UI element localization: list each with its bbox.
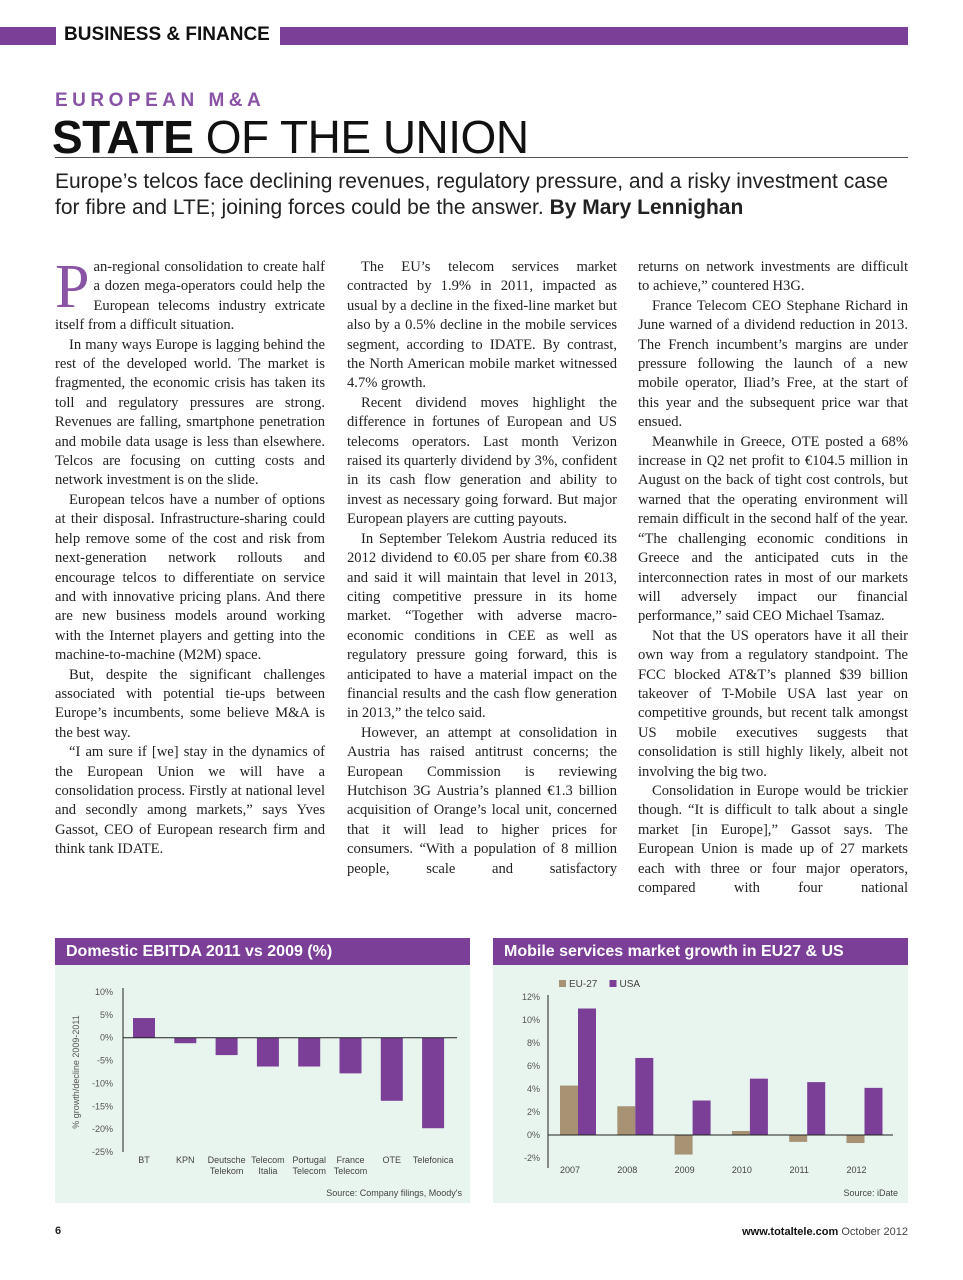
y-tick-label: -20% — [92, 1124, 113, 1134]
paragraph: returns on network investments are diffi… — [638, 259, 908, 295]
bar-eu-27-2010 — [731, 1130, 750, 1135]
bar-eu-27-2007 — [560, 1085, 578, 1135]
footer-credit: www.totaltele.com October 2012 — [742, 1226, 908, 1238]
chart-title: Mobile services market growth in EU27 & … — [493, 938, 908, 965]
title-rest: OF THE UNION — [193, 111, 529, 163]
y-tick-label: 5% — [100, 1010, 113, 1020]
chart-source: Source: iDate — [843, 1188, 898, 1198]
kicker: EUROPEAN M&A — [55, 90, 266, 111]
x-tick-label: 2009 — [675, 1165, 695, 1175]
bar-portugal-telecom — [298, 1037, 321, 1067]
y-tick-label: 10% — [95, 987, 113, 997]
page-title: STATE OF THE UNION — [52, 112, 529, 162]
x-tick-label: Telecom — [292, 1166, 326, 1176]
chart-title: Domestic EBITDA 2011 vs 2009 (%) — [55, 938, 470, 965]
y-tick-label: 0% — [527, 1130, 540, 1140]
paragraph: Not that the US operators have it all th… — [638, 627, 908, 780]
legend-swatch-eu-27 — [559, 980, 566, 987]
byline: By Mary Lennighan — [549, 196, 744, 219]
ebitda-chart: Domestic EBITDA 2011 vs 2009 (%) 10% 5% 0%… — [55, 938, 470, 1203]
y-axis-label: % growth/decline 2009-2011 — [71, 1015, 81, 1128]
x-tick-label: Telecom — [251, 1155, 285, 1165]
title-bold: STATE — [52, 111, 194, 163]
x-tick-label: 2012 — [846, 1165, 866, 1175]
bar-bt — [133, 1018, 155, 1038]
paragraph: Consolidation in Europe would be trickie… — [638, 782, 908, 896]
paragraph: “I am sure if [we] stay in the dynamics … — [55, 744, 325, 858]
bar-eu-27-2011 — [789, 1135, 808, 1142]
website: www.totaltele.com — [742, 1226, 839, 1238]
y-tick-label: 4% — [527, 1084, 540, 1094]
x-tick-label: Italia — [258, 1166, 277, 1176]
mobile-growth-chart: Mobile services market growth in EU27 & … — [493, 938, 908, 1203]
bar-usa-2008 — [635, 1057, 654, 1135]
paragraph: However, an attempt at consolidation in … — [347, 724, 617, 877]
x-tick-label: Telecom — [334, 1166, 368, 1176]
y-tick-label: 8% — [527, 1038, 540, 1048]
y-tick-label: 12% — [522, 992, 540, 1002]
article-column-3: returns on network investments are diffi… — [638, 258, 908, 898]
bar-telecom-italia — [256, 1037, 279, 1067]
bar-eu-27-2008 — [617, 1106, 636, 1135]
chart-source: Source: Company filings, Moody's — [326, 1188, 462, 1198]
paragraph: Recent dividend moves highlight the diff… — [347, 394, 617, 528]
bar-kpn — [174, 1037, 197, 1044]
paragraph: Meanwhile in Greece, OTE posted a 68% in… — [638, 433, 908, 625]
bar-usa-2012 — [864, 1087, 883, 1135]
y-tick-label: 2% — [527, 1107, 540, 1117]
ebitda-chart-plot: 10% 5% 0% -5% -10% -15% -20% -25% % growth/decli… — [71, 987, 462, 1198]
section-label: BUSINESS & FINANCE — [56, 22, 280, 48]
x-tick-label: 2008 — [617, 1165, 637, 1175]
bar-france-telecom — [339, 1037, 362, 1074]
legend-label: USA — [620, 979, 641, 990]
issue-date: October 2012 — [838, 1226, 908, 1238]
x-tick-label: Telekom — [210, 1166, 244, 1176]
bar-usa-2010 — [749, 1078, 768, 1135]
x-tick-label: 2011 — [790, 1165, 809, 1175]
y-tick-label: 10% — [522, 1015, 540, 1025]
x-tick-label: 2010 — [732, 1165, 752, 1175]
paragraph: In September Telekom Austria reduced its… — [347, 530, 617, 722]
bar-usa-2009 — [692, 1100, 711, 1135]
bar-eu-27-2009 — [674, 1135, 693, 1155]
bar-usa-2011 — [807, 1082, 826, 1135]
bar-eu-27-2012 — [846, 1135, 865, 1144]
x-tick-label: Portugal — [292, 1155, 326, 1165]
x-tick-label: OTE — [383, 1155, 402, 1165]
y-tick-label: 6% — [527, 1061, 540, 1071]
x-tick-label: BT — [138, 1155, 150, 1165]
y-tick-label: -10% — [92, 1078, 113, 1088]
mobile-growth-chart-plot: 12% 10% 8% 6% 4% 2% 0% -2% 2007 2008 2009 2010 2011 2… — [522, 979, 898, 1198]
paragraph: France Telecom CEO Stephane Richard in J… — [638, 297, 908, 431]
paragraph: But, despite the significant challenges … — [55, 666, 325, 741]
y-tick-label: -25% — [92, 1147, 113, 1157]
page-number: 6 — [55, 1225, 62, 1237]
title-rule — [55, 157, 908, 158]
y-tick-label: -15% — [92, 1101, 113, 1111]
standfirst-text: Europe’s telcos face declining revenues,… — [55, 170, 889, 219]
y-tick-label: 0% — [100, 1033, 113, 1043]
legend-label: EU-27 — [569, 979, 598, 990]
standfirst: Europe’s telcos face declining revenues,… — [55, 169, 905, 221]
y-tick-label: -2% — [524, 1153, 540, 1163]
x-tick-label: Telefonica — [413, 1155, 454, 1165]
paragraph: The EU’s telecom services market contrac… — [347, 259, 617, 392]
x-tick-label: 2007 — [560, 1165, 580, 1175]
bar-telefonica — [422, 1037, 445, 1129]
drop-cap: P — [55, 253, 90, 321]
x-tick-label: France — [336, 1155, 364, 1165]
paragraph-text: an-regional consolidation to create half… — [55, 259, 325, 334]
paragraph: In many ways Europe is lagging behind th… — [55, 336, 325, 489]
bar-usa-2007 — [578, 1008, 596, 1135]
x-tick-label: KPN — [176, 1155, 195, 1165]
legend-swatch-usa — [609, 980, 617, 987]
bar-deutsche-telekom — [215, 1037, 238, 1056]
y-tick-label: -5% — [97, 1056, 113, 1066]
bar-ote — [380, 1037, 403, 1101]
paragraph: European telcos have a number of options… — [55, 491, 325, 664]
x-tick-label: Deutsche — [208, 1155, 246, 1165]
article-column-2: The EU’s telecom services market contrac… — [347, 258, 617, 879]
